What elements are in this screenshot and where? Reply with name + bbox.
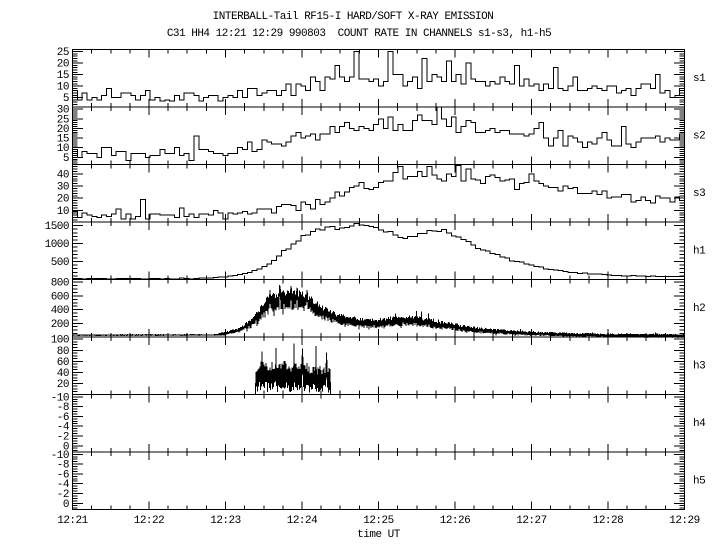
svg-text:0: 0: [63, 441, 69, 453]
svg-text:80: 80: [57, 346, 69, 358]
svg-text:12:24: 12:24: [287, 515, 318, 527]
svg-text:12:29: 12:29: [669, 515, 700, 527]
svg-text:25: 25: [57, 114, 69, 126]
svg-text:-10: -10: [51, 392, 69, 404]
svg-text:1500: 1500: [45, 221, 69, 233]
svg-text:30: 30: [57, 105, 69, 117]
svg-text:10: 10: [57, 143, 69, 155]
svg-text:h5: h5: [693, 476, 705, 488]
svg-text:time UT: time UT: [357, 529, 401, 541]
svg-text:20: 20: [57, 59, 69, 71]
svg-text:15: 15: [57, 134, 69, 146]
svg-text:h4: h4: [693, 418, 706, 430]
svg-text:0: 0: [63, 499, 69, 511]
svg-text:20: 20: [57, 379, 69, 391]
svg-text:200: 200: [51, 319, 69, 331]
svg-text:30: 30: [57, 182, 69, 194]
svg-text:5: 5: [63, 153, 69, 165]
svg-text:15: 15: [57, 70, 69, 82]
svg-text:h3: h3: [693, 361, 705, 373]
svg-text:100: 100: [51, 335, 69, 347]
svg-text:INTERBALL-Tail RF15-I HARD/SOF: INTERBALL-Tail RF15-I HARD/SOFT X-RAY EM…: [213, 11, 494, 23]
svg-text:C31 HH4 12:21 12:29 990803 CO: C31 HH4 12:21 12:29 990803 COUNT RATE IN…: [167, 28, 551, 40]
svg-text:60: 60: [57, 357, 69, 369]
svg-text:s1: s1: [693, 73, 706, 85]
svg-text:-8: -8: [57, 460, 69, 472]
svg-text:10: 10: [57, 206, 69, 218]
svg-text:s3: s3: [693, 188, 705, 200]
svg-text:-2: -2: [57, 432, 69, 444]
svg-text:-2: -2: [57, 489, 69, 501]
svg-text:12:22: 12:22: [134, 515, 165, 527]
svg-text:40: 40: [57, 368, 69, 380]
svg-text:12:21: 12:21: [57, 515, 88, 527]
svg-text:12:26: 12:26: [440, 515, 471, 527]
svg-text:12:25: 12:25: [363, 515, 394, 527]
svg-text:20: 20: [57, 124, 69, 136]
svg-text:20: 20: [57, 194, 69, 206]
svg-text:10: 10: [57, 82, 69, 94]
svg-text:h2: h2: [693, 303, 705, 315]
svg-text:h1: h1: [693, 246, 706, 258]
svg-text:25: 25: [57, 47, 69, 59]
svg-text:-6: -6: [57, 412, 69, 424]
svg-text:-8: -8: [57, 402, 69, 414]
svg-text:12:27: 12:27: [516, 515, 547, 527]
svg-text:1000: 1000: [45, 239, 69, 251]
svg-text:500: 500: [51, 257, 69, 269]
svg-text:5: 5: [63, 93, 69, 105]
svg-text:600: 600: [51, 291, 69, 303]
svg-text:-4: -4: [57, 422, 70, 434]
svg-text:s2: s2: [693, 131, 705, 143]
svg-text:400: 400: [51, 305, 69, 317]
svg-text:-4: -4: [57, 479, 70, 491]
svg-text:12:28: 12:28: [593, 515, 624, 527]
svg-text:800: 800: [51, 278, 69, 290]
svg-text:-6: -6: [57, 469, 69, 481]
svg-text:-10: -10: [51, 450, 69, 462]
svg-text:12:23: 12:23: [210, 515, 241, 527]
svg-text:40: 40: [57, 170, 69, 182]
